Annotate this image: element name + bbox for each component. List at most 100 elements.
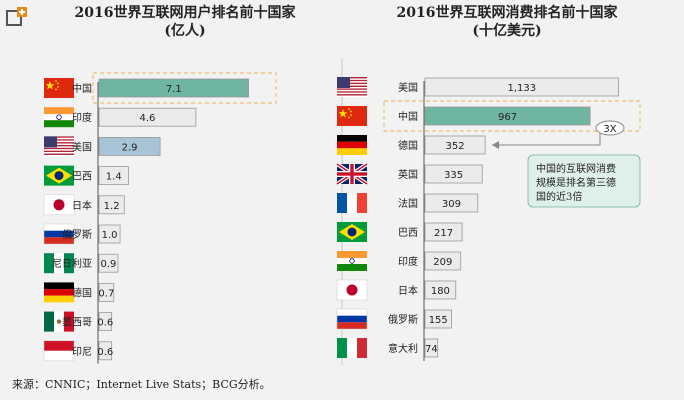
- category-label: 英国: [398, 168, 418, 181]
- value-label: 1.2: [104, 201, 120, 212]
- ratio-marker: [595, 120, 625, 136]
- right-bar-chart: 美国 1,133 中国 967 德国 352 英国 335 法国 309 巴西 217 印度 209 日本 1…: [335, 77, 641, 361]
- category-label: 巴西: [398, 227, 418, 239]
- bar: [424, 193, 479, 213]
- category-label: 尼日利亚: [52, 258, 92, 270]
- value-label: 967: [498, 112, 517, 123]
- brazil-flag-icon: [44, 165, 74, 186]
- bar: [424, 280, 457, 300]
- callout-text: 规模是排名第三德: [536, 176, 616, 189]
- japan-flag-icon: [336, 279, 368, 301]
- left-bar-chart: 中国 7.1 印度 4.6 美国 2.9 巴西 1.4 日本 1.2 俄罗斯 1.0 尼日利亚 0.9 德国…: [43, 72, 277, 364]
- value-label: 217: [434, 228, 453, 239]
- category-label: 俄罗斯: [62, 228, 92, 241]
- value-label: 74: [425, 344, 438, 355]
- china-highlight-frame: [383, 100, 641, 132]
- bar: [98, 224, 121, 244]
- value-label: 335: [444, 170, 463, 181]
- category-label: 法国: [398, 197, 418, 210]
- right-chart-title: 2016世界互联网消费排名前十国家 (十亿美元): [362, 4, 652, 40]
- value-label: 1.4: [106, 172, 122, 183]
- bar: [98, 253, 119, 273]
- germany-flag-icon: [44, 282, 74, 303]
- value-label: 352: [446, 141, 465, 152]
- japan-flag-icon: [43, 194, 75, 216]
- logo-icon: [6, 7, 27, 26]
- callout-text: 中国的互联网消费: [536, 162, 616, 175]
- value-label: 180: [431, 286, 450, 297]
- callout-text: 国的近3倍: [536, 190, 582, 203]
- left-chart-subtitle: (亿人): [164, 23, 206, 39]
- uk-flag-icon: [335, 162, 369, 186]
- bar: [424, 164, 483, 184]
- value-label: 2.9: [122, 142, 138, 153]
- value-label: 309: [442, 199, 461, 210]
- category-label: 意大利: [388, 342, 418, 355]
- source-note: 来源：CNNIC；Internet Live Stats；BCG分析。: [12, 378, 271, 391]
- category-label: 巴西: [72, 171, 92, 183]
- category-label: 德国: [398, 139, 418, 152]
- france-flag-icon: [337, 193, 367, 213]
- category-label: 印度: [72, 111, 92, 124]
- category-label: 中国: [398, 110, 418, 123]
- bar: [98, 195, 125, 215]
- callout-box: [527, 154, 641, 208]
- value-label: 0.6: [97, 318, 113, 329]
- value-label: 7.1: [166, 84, 182, 95]
- right-chart-subtitle: (十亿美元): [472, 23, 542, 39]
- left-chart-title-text: 2016世界互联网用户排名前十国家: [74, 5, 296, 21]
- bar: [424, 77, 619, 97]
- usa-flag-icon: [44, 136, 74, 157]
- category-label: 墨西哥: [62, 317, 92, 329]
- russia-flag-icon: [43, 223, 75, 245]
- brazil-flag-icon: [337, 222, 367, 242]
- right-chart-title-text: 2016世界互联网消费排名前十国家: [396, 5, 618, 21]
- category-label: 印度: [398, 255, 418, 268]
- ratio-marker-label: 3X: [603, 124, 616, 135]
- bar: [98, 78, 249, 98]
- category-label: 日本: [398, 284, 418, 297]
- category-label: 中国: [72, 82, 92, 95]
- category-label: 日本: [72, 199, 92, 212]
- bar: [98, 166, 129, 186]
- india-flag-icon: [337, 251, 367, 271]
- value-label: 209: [433, 257, 452, 268]
- arrowhead-icon: [492, 141, 499, 149]
- india-flag-icon: [44, 107, 74, 128]
- indonesia-flag-icon: [43, 340, 75, 362]
- value-label: 0.6: [97, 347, 113, 358]
- bar: [424, 309, 452, 329]
- value-label: 155: [429, 315, 448, 326]
- china-highlight-frame: [92, 72, 277, 104]
- category-label: 美国: [72, 140, 92, 153]
- bar: [98, 341, 113, 361]
- bar: [424, 251, 462, 271]
- category-label: 俄罗斯: [388, 313, 418, 326]
- category-label: 美国: [398, 81, 418, 94]
- bar: [98, 282, 115, 302]
- china-flag-icon: [337, 106, 367, 126]
- germany-flag-icon: [337, 135, 367, 155]
- china-flag-icon: [44, 78, 74, 98]
- category-label: 印尼: [72, 346, 92, 358]
- nigeria-flag-icon: [44, 253, 74, 274]
- left-chart-title: 2016世界互联网用户排名前十国家 (亿人): [40, 4, 330, 40]
- value-label: 4.6: [140, 113, 156, 124]
- usa-flag-icon: [337, 77, 367, 97]
- russia-flag-icon: [336, 308, 368, 330]
- value-label: 1.0: [102, 230, 118, 241]
- bar: [424, 222, 463, 242]
- mexico-flag-icon: [44, 311, 74, 332]
- value-label: 0.9: [101, 259, 117, 270]
- bar: [424, 135, 486, 155]
- comparison-arrow: [492, 130, 601, 146]
- bar: [98, 107, 197, 127]
- category-label: 德国: [72, 286, 92, 299]
- value-label: 1,133: [507, 83, 536, 94]
- bar: [424, 338, 439, 358]
- bar: [98, 136, 161, 156]
- italy-flag-icon: [337, 338, 367, 358]
